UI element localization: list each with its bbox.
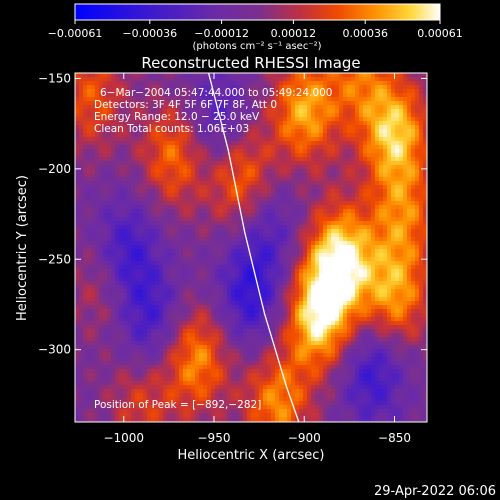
x-tick-label: −850 (378, 431, 411, 445)
y-tick-label: −250 (38, 252, 71, 266)
x-tick-label: −900 (288, 431, 321, 445)
info-energy: Energy Range: 12.0 − 25.0 keV (94, 111, 260, 123)
heatmap-image (75, 73, 427, 422)
info-block: 6−Mar−2004 05:47:44.000 to 05:49:24.000 … (94, 87, 332, 411)
footer-timestamp: 29-Apr-2022 06:06 (374, 484, 496, 499)
y-tick-label: −150 (38, 71, 71, 85)
x-axis-ticks: −1000 −950 −900 −850 (103, 73, 411, 445)
colorbar-unit-label: (photons cm⁻² s⁻¹ asec⁻²) (192, 41, 321, 52)
y-tick-label: −300 (38, 343, 71, 357)
colorbar-ticks: −0.00061 −0.00036 −0.00012 0.00012 0.00036 0.… (48, 20, 463, 40)
solar-limb-curve (207, 73, 300, 422)
y-axis-ticks: −150 −200 −250 −300 (38, 71, 427, 357)
x-tick-label: −950 (198, 431, 231, 445)
colorbar-tick-label: 0.00061 (417, 27, 463, 40)
info-time-range: 6−Mar−2004 05:47:44.000 to 05:49:24.000 (100, 87, 332, 99)
info-clean-counts: Clean Total counts: 1.06E+03 (94, 123, 249, 135)
plot-area: −1000 −950 −900 −850 −150 −200 −250 −300 (38, 71, 428, 445)
colorbar-tick-label: −0.00061 (48, 27, 103, 40)
plot-frame (74, 72, 428, 423)
info-detectors: Detectors: 3F 4F 5F 6F 7F 8F, Att 0 (94, 99, 277, 111)
y-axis-label: Heliocentric Y (arcsec) (15, 175, 30, 321)
colorbar-tick-label: 0.00036 (342, 27, 388, 40)
colorbar-gradient (74, 3, 441, 21)
chart-title: Reconstructed RHESSI Image (141, 54, 360, 72)
info-peak-position: Position of Peak = [−892,−282] (94, 399, 261, 411)
colorbar-tick-label: −0.00036 (122, 27, 177, 40)
colorbar: −0.00061 −0.00036 −0.00012 0.00012 0.00036 0.… (48, 3, 463, 52)
y-tick-label: −200 (38, 162, 71, 176)
colorbar-tick-label: −0.00012 (194, 27, 249, 40)
colorbar-tick-label: 0.00012 (271, 27, 317, 40)
x-axis-label: Heliocentric X (arcsec) (178, 448, 325, 463)
x-tick-label: −1000 (103, 431, 144, 445)
